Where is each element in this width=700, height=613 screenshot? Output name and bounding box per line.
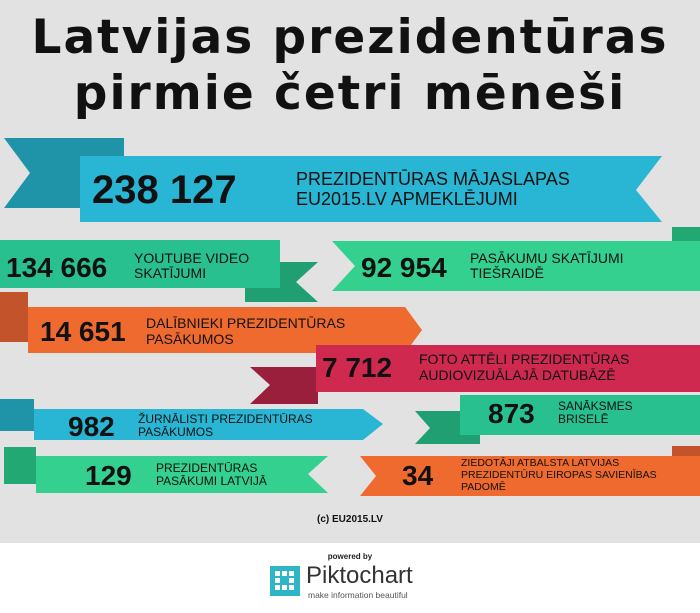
stat-label-7b: BRISELĒ bbox=[558, 412, 609, 426]
ribbon-3 bbox=[332, 241, 700, 291]
ribbon-6 bbox=[34, 409, 383, 440]
title-line-2: pirmie četri mēneši bbox=[73, 66, 627, 121]
stat-label-3a: PASĀKUMU SKATĪJUMI bbox=[470, 250, 624, 266]
ribbon-6-tail bbox=[0, 399, 34, 431]
stat-label-8b: PASĀKUMI LATVIJĀ bbox=[156, 474, 267, 488]
ribbon-7 bbox=[460, 395, 700, 435]
stat-label-6b: PASĀKUMOS bbox=[138, 425, 214, 439]
ribbon-8-tail bbox=[4, 447, 36, 484]
ribbon-5 bbox=[316, 345, 700, 392]
powered-by-text: powered by bbox=[327, 552, 373, 561]
stat-value-7: 873 bbox=[488, 398, 535, 429]
stat-value-1: 238 127 bbox=[92, 168, 237, 212]
stat-value-3: 92 954 bbox=[361, 252, 447, 283]
stat-label-7a: SANĀKSMES bbox=[558, 399, 633, 413]
ribbon-4-tail bbox=[0, 292, 28, 342]
title-line-1: Latvijas prezidentūras bbox=[31, 10, 669, 65]
stat-label-1a: PREZIDENTŪRAS MĀJASLAPAS bbox=[296, 169, 570, 189]
stat-value-5: 7 712 bbox=[322, 352, 393, 383]
stat-value-4: 14 651 bbox=[40, 316, 126, 347]
stat-label-8a: PREZIDENTŪRAS bbox=[156, 461, 258, 475]
copyright: (c) EU2015.LV bbox=[317, 514, 383, 525]
stat-label-2b: SKATĪJUMI bbox=[134, 265, 207, 281]
stat-value-2: 134 666 bbox=[6, 252, 108, 283]
stat-label-9a: ZIEDOTĀJI ATBALSTA LATVIJAS bbox=[461, 457, 620, 469]
piktochart-brand: Piktochart bbox=[306, 562, 413, 589]
stat-value-9: 34 bbox=[402, 460, 434, 491]
stat-label-4a: DALĪBNIEKI PREZIDENTŪRAS bbox=[146, 315, 346, 331]
piktochart-logo-icon bbox=[270, 566, 300, 596]
stat-label-5b: AUDIOVIZUĀLAJĀ DATUBĀZĒ bbox=[419, 367, 616, 383]
ribbon-1 bbox=[80, 156, 662, 222]
footer: powered by Piktochart make information b… bbox=[0, 543, 700, 613]
poster: Latvijas prezidentūras pirmie četri mēne… bbox=[0, 0, 700, 543]
ribbon-8 bbox=[36, 456, 328, 493]
ribbon-9 bbox=[360, 456, 700, 496]
stat-value-6: 982 bbox=[68, 411, 115, 442]
ribbons bbox=[0, 138, 700, 496]
stat-value-8: 129 bbox=[85, 460, 132, 491]
stat-label-2a: YOUTUBE VIDEO bbox=[134, 250, 250, 266]
ribbon-2 bbox=[0, 240, 280, 288]
piktochart-tagline: make information beautiful bbox=[308, 590, 408, 600]
stat-label-9c: PADOMĒ bbox=[461, 481, 506, 493]
ribbon-4 bbox=[28, 307, 422, 353]
stat-label-1b: EU2015.LV APMEKLĒJUMI bbox=[296, 189, 518, 209]
stat-label-6a: ŽURNĀLISTI PREZIDENTŪRAS bbox=[138, 412, 313, 426]
stat-label-3b: TIEŠRAIDĒ bbox=[470, 265, 544, 281]
stat-label-4b: PASĀKUMOS bbox=[146, 331, 234, 347]
stat-label-5a: FOTO ATTĒLI PREZIDENTŪRAS bbox=[419, 351, 630, 367]
piktochart-link[interactable]: Piktochart make information beautiful bbox=[270, 564, 440, 606]
ribbon-5-tail bbox=[250, 367, 318, 404]
stat-label-9b: PREZIDENTŪRU EIROPAS SAVIENĪBAS bbox=[461, 469, 657, 481]
